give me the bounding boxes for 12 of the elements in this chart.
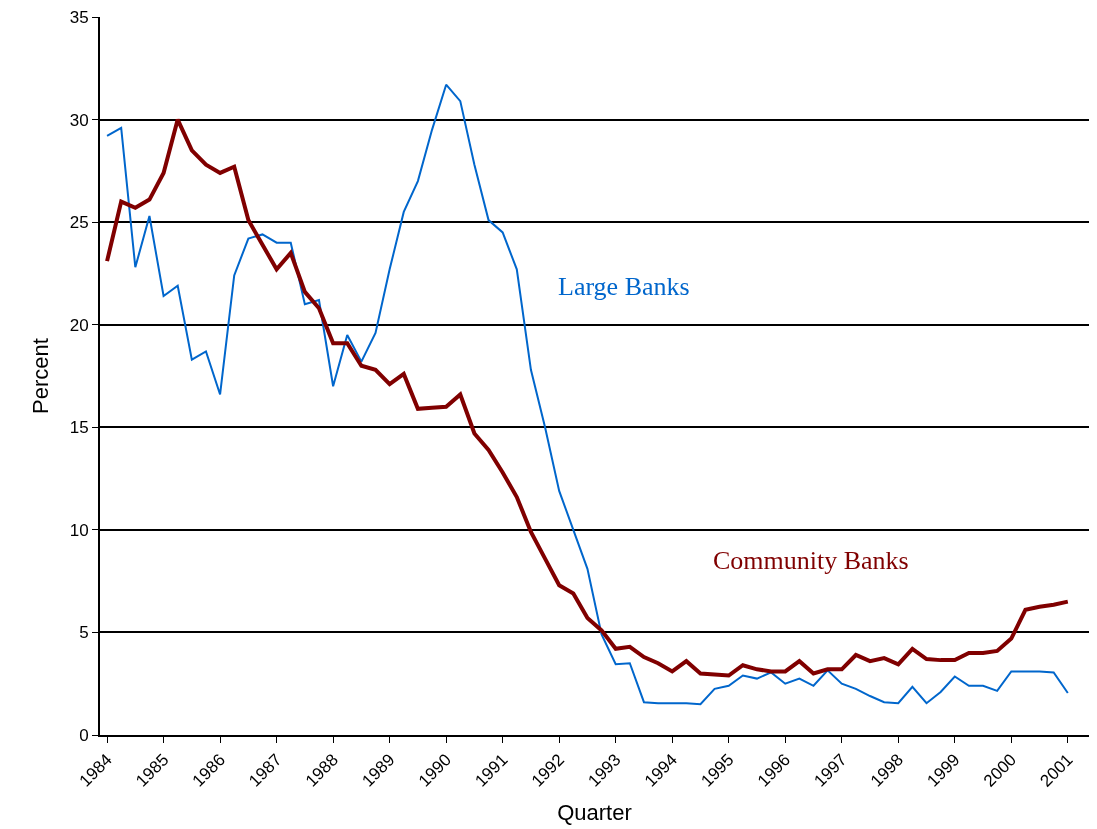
y-tick-label: 10 (69, 520, 89, 540)
series-label: Large Banks (558, 272, 690, 301)
y-tick-label: 30 (69, 110, 89, 130)
y-tick-label: 25 (69, 213, 89, 233)
y-tick-label: 35 (69, 7, 89, 27)
y-tick-label: 5 (79, 623, 89, 643)
y-tick-label: 15 (69, 418, 89, 438)
y-tick-label: 0 (79, 725, 89, 745)
y-axis-title: Percent (27, 338, 53, 414)
x-axis-title: Quarter (557, 799, 632, 825)
y-tick-label: 20 (69, 315, 89, 335)
text: Community Banks (713, 546, 909, 575)
